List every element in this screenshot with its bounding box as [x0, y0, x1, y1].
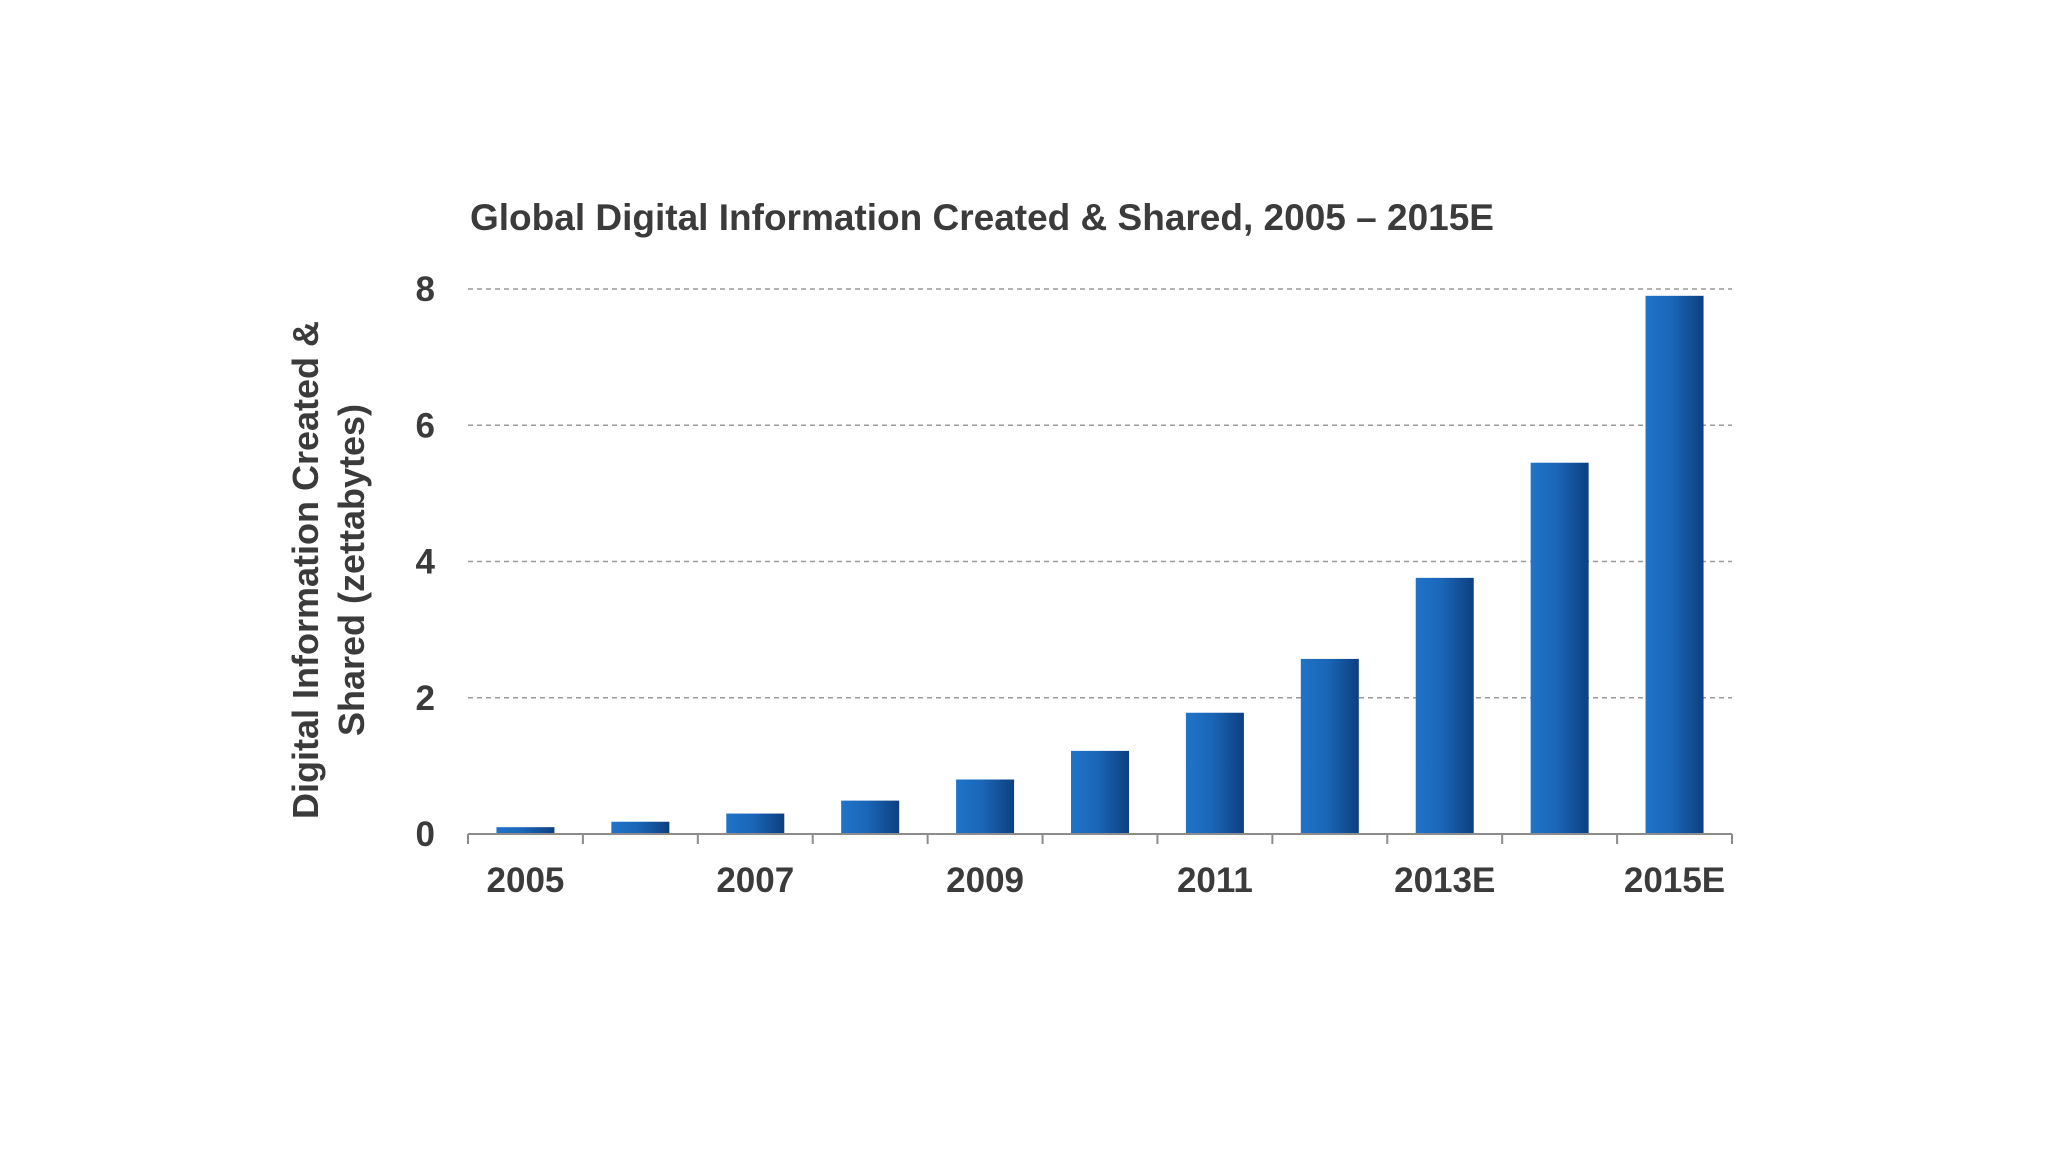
x-tick-label: 2007: [716, 861, 794, 900]
bar-2010: [1071, 750, 1129, 834]
bar-2006: [611, 821, 670, 834]
chart-title: Global Digital Information Created & Sha…: [470, 197, 1494, 238]
x-tick-label: 2013E: [1394, 861, 1495, 900]
x-tick-label: 2011: [1177, 861, 1253, 900]
bar-2007: [726, 813, 785, 834]
y-tick-label: 8: [416, 270, 435, 309]
bar-2009: [956, 779, 1015, 834]
bar-2005: [496, 827, 555, 834]
y-tick-label: 4: [416, 543, 436, 582]
y-tick-label: 6: [416, 406, 435, 445]
bar-2011: [1185, 712, 1244, 834]
bar-2013E: [1415, 577, 1474, 834]
x-tick-label: 2005: [487, 861, 565, 900]
y-tick-label: 2: [416, 679, 435, 718]
x-tick-label: 2009: [946, 861, 1024, 900]
bar-2008: [841, 800, 900, 834]
y-tick-label: 0: [416, 815, 435, 854]
bar-2015E: [1645, 295, 1704, 834]
bar-2012: [1300, 658, 1359, 834]
y-axis-label-line-2: Shared (zettabytes): [331, 404, 372, 736]
bar-2014E: [1530, 462, 1589, 834]
x-tick-label: 2015E: [1624, 861, 1725, 900]
y-axis-label-line-1: Digital Information Created &: [285, 321, 326, 819]
